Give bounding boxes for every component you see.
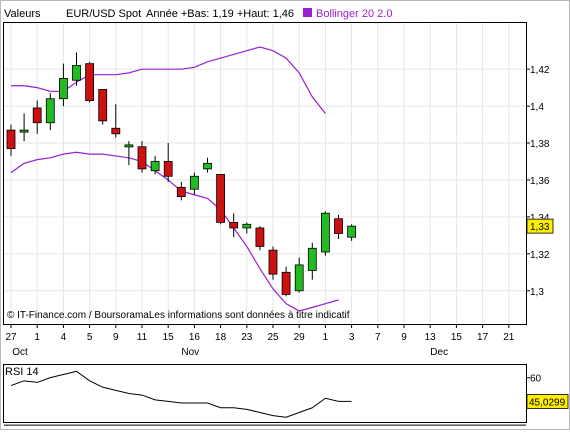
price-y-tick-label: 1,36 — [530, 176, 550, 187]
x-tick-label: 25 — [267, 332, 279, 343]
x-tick-label: 5 — [87, 332, 93, 343]
candlestick-series — [6, 52, 357, 297]
price-y-tick-label: 1,34 — [530, 213, 550, 224]
price-y-tick-label: 1,42 — [530, 65, 550, 76]
price-y-axis: 1,42 1,4 1,38 1,36 1,34 1,32 1,3 — [526, 65, 550, 298]
x-month-label: Dec — [430, 347, 448, 358]
candle-up — [203, 162, 212, 170]
candle-up — [124, 144, 134, 148]
last-price-tag-label: 1,33 — [530, 222, 550, 233]
candle-up — [320, 212, 330, 253]
candle-down — [98, 89, 108, 122]
candle-up — [189, 175, 199, 190]
x-tick-label: 1 — [323, 332, 329, 343]
x-tick-label: 21 — [503, 332, 515, 343]
candle-up — [307, 247, 317, 271]
rsi-title: RSI 14 — [5, 366, 39, 378]
candle-up — [242, 223, 252, 229]
x-tick-label: 23 — [241, 332, 253, 343]
header-range: Année +Bas: 1,19 +Haut: 1,46 — [146, 8, 294, 20]
candle-down — [32, 107, 42, 124]
x-month-label: Oct — [12, 347, 28, 358]
x-tick-label: 29 — [294, 332, 306, 343]
candle-down — [281, 271, 291, 295]
bollinger-legend-label: Bollinger 20 2.0 — [316, 8, 392, 20]
x-tick-label: 11 — [137, 332, 148, 343]
x-tick-label: 27 — [5, 332, 17, 343]
candle-up — [45, 98, 55, 124]
candle-down — [216, 174, 226, 223]
price-y-tick-label: 1,4 — [530, 102, 544, 113]
x-tick-label: 17 — [477, 332, 489, 343]
candle-down — [163, 161, 173, 177]
x-tick-label: 16 — [189, 332, 201, 343]
x-tick-label: 15 — [163, 332, 175, 343]
candle-down — [255, 227, 265, 247]
last-price-tag: 1,33 — [526, 218, 554, 234]
candle-down — [176, 186, 186, 197]
x-month-label: Nov — [181, 347, 199, 358]
x-tick-label: 9 — [401, 332, 407, 343]
candle-down — [137, 146, 147, 170]
bollinger-lower-line — [10, 151, 339, 312]
price-y-tick-label: 1,32 — [530, 250, 550, 261]
last-price-tag-box — [526, 218, 554, 234]
x-tick-label: 13 — [425, 332, 437, 343]
candle-down — [6, 129, 16, 149]
rsi-plot-area — [3, 364, 527, 423]
x-tick-label: 7 — [375, 332, 381, 343]
candle-down — [111, 127, 121, 135]
candle-down — [85, 63, 94, 101]
x-tick-label: 18 — [215, 332, 227, 343]
x-tick-label: 9 — [113, 332, 119, 343]
x-tick-label: 3 — [349, 332, 355, 343]
price-y-tick-label: 1,3 — [530, 287, 544, 298]
candle-up — [72, 65, 81, 81]
candle-up — [347, 225, 357, 238]
candle-up — [19, 129, 29, 133]
credit-text: © IT-Finance.com / BoursoramaLes informa… — [7, 310, 350, 321]
price-y-tick-label: 1,38 — [530, 139, 550, 150]
candle-up — [59, 77, 68, 100]
x-tick-label: 1 — [34, 332, 40, 343]
rsi-line — [10, 370, 352, 418]
x-tick-label: 4 — [61, 332, 67, 343]
price-plot-area — [3, 22, 527, 325]
header-label: Valeurs — [4, 8, 41, 20]
rsi-y-tick-label: 60 — [530, 374, 542, 385]
candle-down — [334, 218, 343, 234]
x-tick-label: 15 — [451, 332, 463, 343]
candle-up — [294, 264, 304, 292]
rsi-panel: 60 45,0299 — [4, 370, 569, 426]
candle-down — [229, 222, 239, 229]
header-symbol: EUR/USD Spot — [66, 8, 141, 20]
candle-down — [268, 249, 278, 275]
candle-up — [150, 161, 160, 172]
rsi-value-tag-box — [526, 394, 569, 409]
bollinger-legend-swatch — [303, 8, 312, 17]
rsi-value-tag-label: 45,0299 — [529, 397, 566, 408]
